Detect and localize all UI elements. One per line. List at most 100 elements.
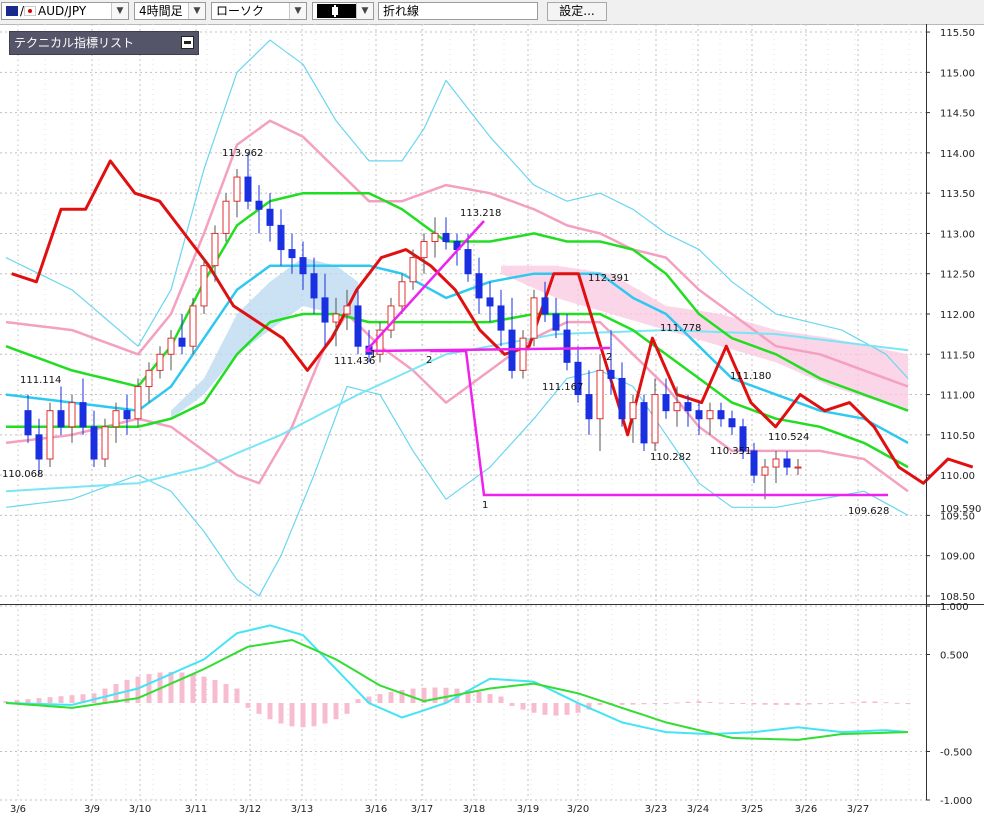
x-tick-label: 3/17 [411,804,433,815]
candle [563,314,571,371]
kumo-pink [501,265,908,411]
chevron-down-icon[interactable]: ▼ [356,3,373,19]
candle-body [376,329,384,355]
candle-body [387,305,395,331]
macd-histogram-bar [784,703,790,705]
candle-body [200,265,208,307]
candle-body [277,224,285,251]
candle-body [475,273,483,299]
candle-style-select[interactable]: ▼ [312,2,374,20]
x-tick-label: 3/13 [291,804,313,815]
candle-body [596,369,604,420]
x-tick-label: 3/11 [185,804,207,815]
macd-histogram-bar [487,694,493,703]
chart-type-select[interactable]: ローソク ▼ [211,2,307,20]
macd-histogram-bar [740,703,746,704]
macd-histogram-bar [410,688,416,703]
candle [68,394,76,443]
macd-histogram-bar [861,701,867,703]
candle [79,378,87,435]
candle [442,217,450,250]
candle-body [618,377,626,420]
y-tick-label: 113.00 [940,229,975,240]
macd-histogram-bar [69,695,75,703]
candle [673,386,681,427]
candle [629,394,637,443]
settings-button[interactable]: 設定... [547,2,607,21]
price-annotation: 109.628 [848,506,889,517]
jp-flag-icon [24,6,37,16]
y-tick-label: 109.50 [940,511,975,522]
candle-body [145,369,153,387]
candle-body [211,232,219,267]
candle-body [101,426,109,460]
minimize-icon[interactable] [181,36,194,49]
macd-histogram-bar [91,693,97,703]
chevron-down-icon[interactable]: ▼ [289,3,306,19]
ma-green-upper [5,191,909,412]
candle-body [79,402,87,428]
candle-body [431,232,439,242]
candle-body [541,297,549,315]
timeframe-select[interactable]: 4時間足 ▼ [134,2,206,20]
candle [222,193,230,242]
line-tool-select[interactable]: 折れ線 [378,2,538,20]
candle-body [651,394,659,444]
candle [607,330,615,395]
axes: 115.50 115.00 114.50 114.00 113.50 113.00 112.… [0,24,984,815]
candle [750,442,758,484]
macd-histogram-bar [388,691,394,703]
chevron-down-icon[interactable]: ▼ [111,3,128,19]
candle [706,402,714,435]
macd-histogram-bar [146,674,152,703]
candle-body [530,297,538,339]
macd-histogram-bar [256,703,262,714]
candle [772,450,780,484]
y-tick-label: 111.50 [940,350,975,361]
macd-histogram-bar [245,703,251,708]
indicator-list-panel[interactable]: テクニカル指標リスト [9,31,199,55]
annotations: 113.962 113.218 112.391 111.778 111.180 111.1… [2,148,889,517]
candle [299,241,307,290]
candle [585,370,593,435]
y-tick-label: 108.50 [940,592,975,603]
macd-histogram-bar [212,679,218,703]
macd-histogram-bar [289,703,295,727]
macd-histogram-bar [300,703,306,728]
candle-body [585,394,593,420]
candle [200,257,208,314]
macd-histogram-bar [498,696,504,703]
chevron-down-icon[interactable]: ▼ [188,3,205,19]
x-tick-label: 3/25 [741,804,763,815]
candle [409,249,417,290]
candle [167,330,175,371]
y-tick-label: 112.00 [940,310,975,321]
candle [354,289,362,355]
candle [508,297,516,379]
candle-body [299,257,307,275]
candle-body [684,402,692,412]
macd-histogram-bar [14,700,20,703]
candle [596,354,604,451]
macd-histogram-bar [729,703,735,704]
candle-body [244,176,252,202]
candle-body [398,281,406,307]
macd-histogram-bar [817,703,823,705]
macd-y-tick-label: 1.000 [940,602,969,613]
macd-histogram-bar [883,702,889,704]
macd-y-tick-label: -0.500 [940,748,972,759]
overlay-lines [365,220,888,497]
x-tick-label: 3/6 [10,804,26,815]
zigzag-label: 2 [606,352,612,363]
symbol-select[interactable]: / AUD/JPY ▼ [1,2,129,20]
y-tick-label: 112.50 [940,270,975,281]
candle-body [24,410,32,436]
candle [46,402,54,468]
macd-histogram-bar [773,703,779,705]
candle [695,402,703,435]
macd-histogram-bar [135,676,141,703]
candle [497,289,505,347]
candle [640,394,648,451]
macd-histogram-bar [531,703,537,713]
